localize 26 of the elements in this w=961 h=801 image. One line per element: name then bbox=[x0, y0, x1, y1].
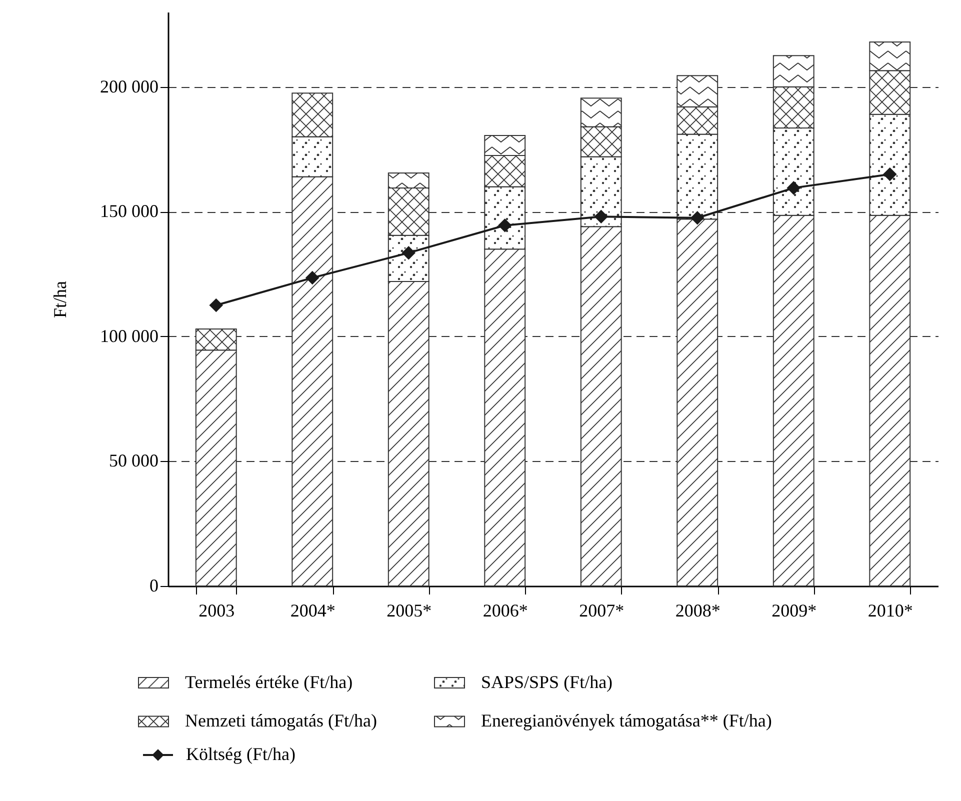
legend-label: Nemzeti támogatás (Ft/ha) bbox=[185, 710, 377, 730]
y-tick-label: 100 000 bbox=[100, 326, 158, 346]
x-tick-label: 2006* bbox=[482, 600, 528, 620]
legend-label: Termelés értéke (Ft/ha) bbox=[185, 672, 353, 692]
y-tick-label: 200 000 bbox=[100, 76, 158, 96]
y-tick-label: 150 000 bbox=[100, 201, 158, 222]
point bbox=[305, 270, 320, 285]
x-tick-label: 2010* bbox=[868, 600, 913, 620]
x-tick-label: 2004* bbox=[290, 600, 336, 620]
point bbox=[209, 298, 224, 312]
legend-label: Eneregianövények támogatása** (Ft/ha) bbox=[481, 710, 772, 730]
x-tick-label: 2008* bbox=[675, 600, 720, 620]
y-axis-title: Ft/ha bbox=[50, 280, 70, 318]
point bbox=[498, 218, 512, 232]
x-tick-label: 2007* bbox=[579, 600, 624, 620]
legend-label: Költség (Ft/ha) bbox=[186, 744, 296, 764]
point bbox=[882, 167, 897, 182]
x-tick-label: 2009* bbox=[772, 600, 817, 620]
x-tick-label: 2003 bbox=[198, 600, 235, 620]
x-tick-label: 2005* bbox=[386, 600, 432, 620]
legend-label: SAPS/SPS (Ft/ha) bbox=[481, 672, 613, 692]
point bbox=[786, 181, 801, 195]
y-tick-label: 0 bbox=[150, 576, 158, 596]
point bbox=[690, 211, 704, 225]
y-tick-label: 50 000 bbox=[109, 450, 158, 471]
point bbox=[594, 210, 608, 224]
